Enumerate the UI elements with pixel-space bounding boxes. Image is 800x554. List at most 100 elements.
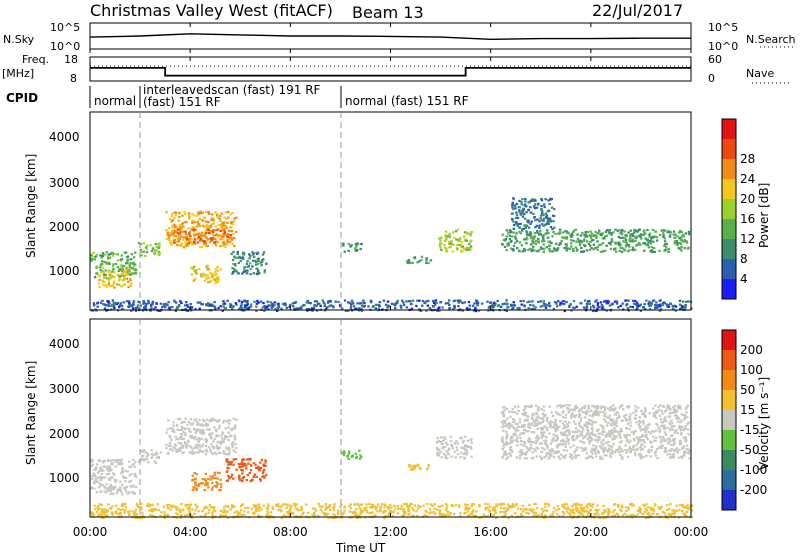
heatmap-cell: [251, 511, 255, 514]
heatmap-cell: [204, 444, 208, 448]
heatmap-cell: [114, 485, 117, 488]
heatmap-cell: [332, 306, 335, 309]
heatmap-cell: [685, 406, 688, 409]
heatmap-cell: [592, 304, 595, 307]
heatmap-cell: [463, 445, 467, 448]
heatmap-cell: [537, 300, 540, 303]
heatmap-cell: [615, 419, 618, 422]
heatmap-cell: [104, 269, 107, 272]
heatmap-cell: [602, 450, 605, 453]
heatmap-cell: [667, 247, 671, 251]
heatmap-cell: [457, 243, 461, 247]
heatmap-cell: [134, 309, 138, 312]
colorbar-swatch: [722, 219, 736, 240]
heatmap-cell: [548, 250, 552, 253]
heatmap-cell: [574, 502, 578, 505]
heatmap-cell: [329, 508, 332, 512]
heatmap-cell: [132, 272, 135, 275]
heatmap-cell: [657, 406, 660, 409]
heatmap-cell: [455, 238, 458, 241]
heatmap-cell: [518, 241, 522, 244]
heatmap-cell: [230, 476, 233, 479]
heatmap-cell: [201, 478, 204, 481]
heatmap-cell: [529, 234, 533, 238]
heatmap-cell: [427, 463, 430, 466]
heatmap-cell: [675, 504, 678, 507]
heatmap-cell: [650, 249, 653, 252]
heatmap-cell: [535, 455, 539, 458]
heatmap-cell: [203, 216, 206, 219]
heatmap-cell: [383, 516, 386, 520]
heatmap-cell: [196, 447, 199, 450]
heatmap-cell: [232, 250, 235, 254]
heatmap-cell: [541, 210, 544, 213]
heatmap-cell: [197, 437, 201, 440]
heatmap-cell: [536, 408, 540, 411]
heatmap-cell: [472, 514, 476, 517]
heatmap-cell: [508, 234, 511, 237]
heatmap-cell: [436, 452, 439, 455]
heatmap-cell: [90, 464, 94, 467]
heatmap-cell: [544, 303, 547, 306]
heatmap-cell: [161, 305, 164, 309]
heatmap-cell: [405, 300, 408, 303]
heatmap-cell: [571, 437, 574, 440]
heatmap-cell: [244, 270, 247, 273]
heatmap-cell: [195, 487, 198, 490]
heatmap-cell: [377, 503, 380, 506]
heatmap-cell: [212, 222, 215, 225]
heatmap-cell: [617, 235, 621, 238]
heatmap-cell: [104, 304, 108, 307]
heatmap-cell: [109, 486, 113, 489]
heatmap-cell: [546, 446, 549, 449]
heatmap-cell: [222, 302, 225, 306]
heatmap-cell: [208, 419, 211, 422]
heatmap-cell: [268, 516, 271, 519]
heatmap-cell: [183, 211, 186, 214]
heatmap-cell: [627, 231, 630, 234]
heatmap-cell: [599, 243, 603, 246]
heatmap-cell: [204, 448, 208, 451]
heatmap-cell: [642, 420, 645, 423]
heatmap-cell: [501, 439, 504, 442]
heatmap-cell: [658, 428, 662, 431]
heatmap-cell: [509, 415, 512, 418]
heatmap-cell: [184, 514, 187, 517]
heatmap-cell: [640, 455, 643, 458]
heatmap-cell: [241, 472, 244, 475]
heatmap-cell: [238, 477, 241, 480]
heatmap-cell: [585, 425, 588, 428]
heatmap-cell: [114, 511, 117, 514]
heatmap-cell: [649, 455, 653, 458]
heatmap-cell: [182, 431, 185, 434]
heatmap-cell: [518, 433, 522, 436]
heatmap-cell: [206, 268, 209, 271]
heatmap-cell: [539, 455, 542, 458]
heatmap-cell: [638, 439, 642, 443]
heatmap-cell: [534, 422, 537, 425]
heatmap-cell: [592, 444, 595, 447]
heatmap-cell: [206, 230, 209, 233]
heatmap-cell: [577, 510, 580, 513]
heatmap-cell: [533, 207, 537, 210]
heatmap-cell: [324, 508, 327, 511]
heatmap-cell: [524, 224, 528, 227]
heatmap-cell: [601, 457, 604, 460]
heatmap-cell: [227, 422, 231, 425]
heatmap-cell: [247, 306, 251, 309]
heatmap-cell: [653, 451, 657, 454]
heatmap-cell: [258, 469, 261, 472]
heatmap-cell: [630, 503, 634, 506]
heatmap-cell: [629, 439, 632, 442]
heatmap-cell: [93, 473, 96, 476]
heatmap-cell: [637, 229, 641, 232]
heatmap-cell: [631, 306, 634, 309]
heatmap-cell: [402, 303, 406, 307]
heatmap-cell: [185, 237, 188, 240]
heatmap-cell: [470, 441, 473, 444]
heatmap-cell: [346, 454, 350, 457]
heatmap-cell: [601, 250, 605, 253]
heatmap-cell: [109, 275, 113, 278]
heatmap-cell: [311, 309, 314, 312]
heatmap-cell: [642, 503, 645, 507]
